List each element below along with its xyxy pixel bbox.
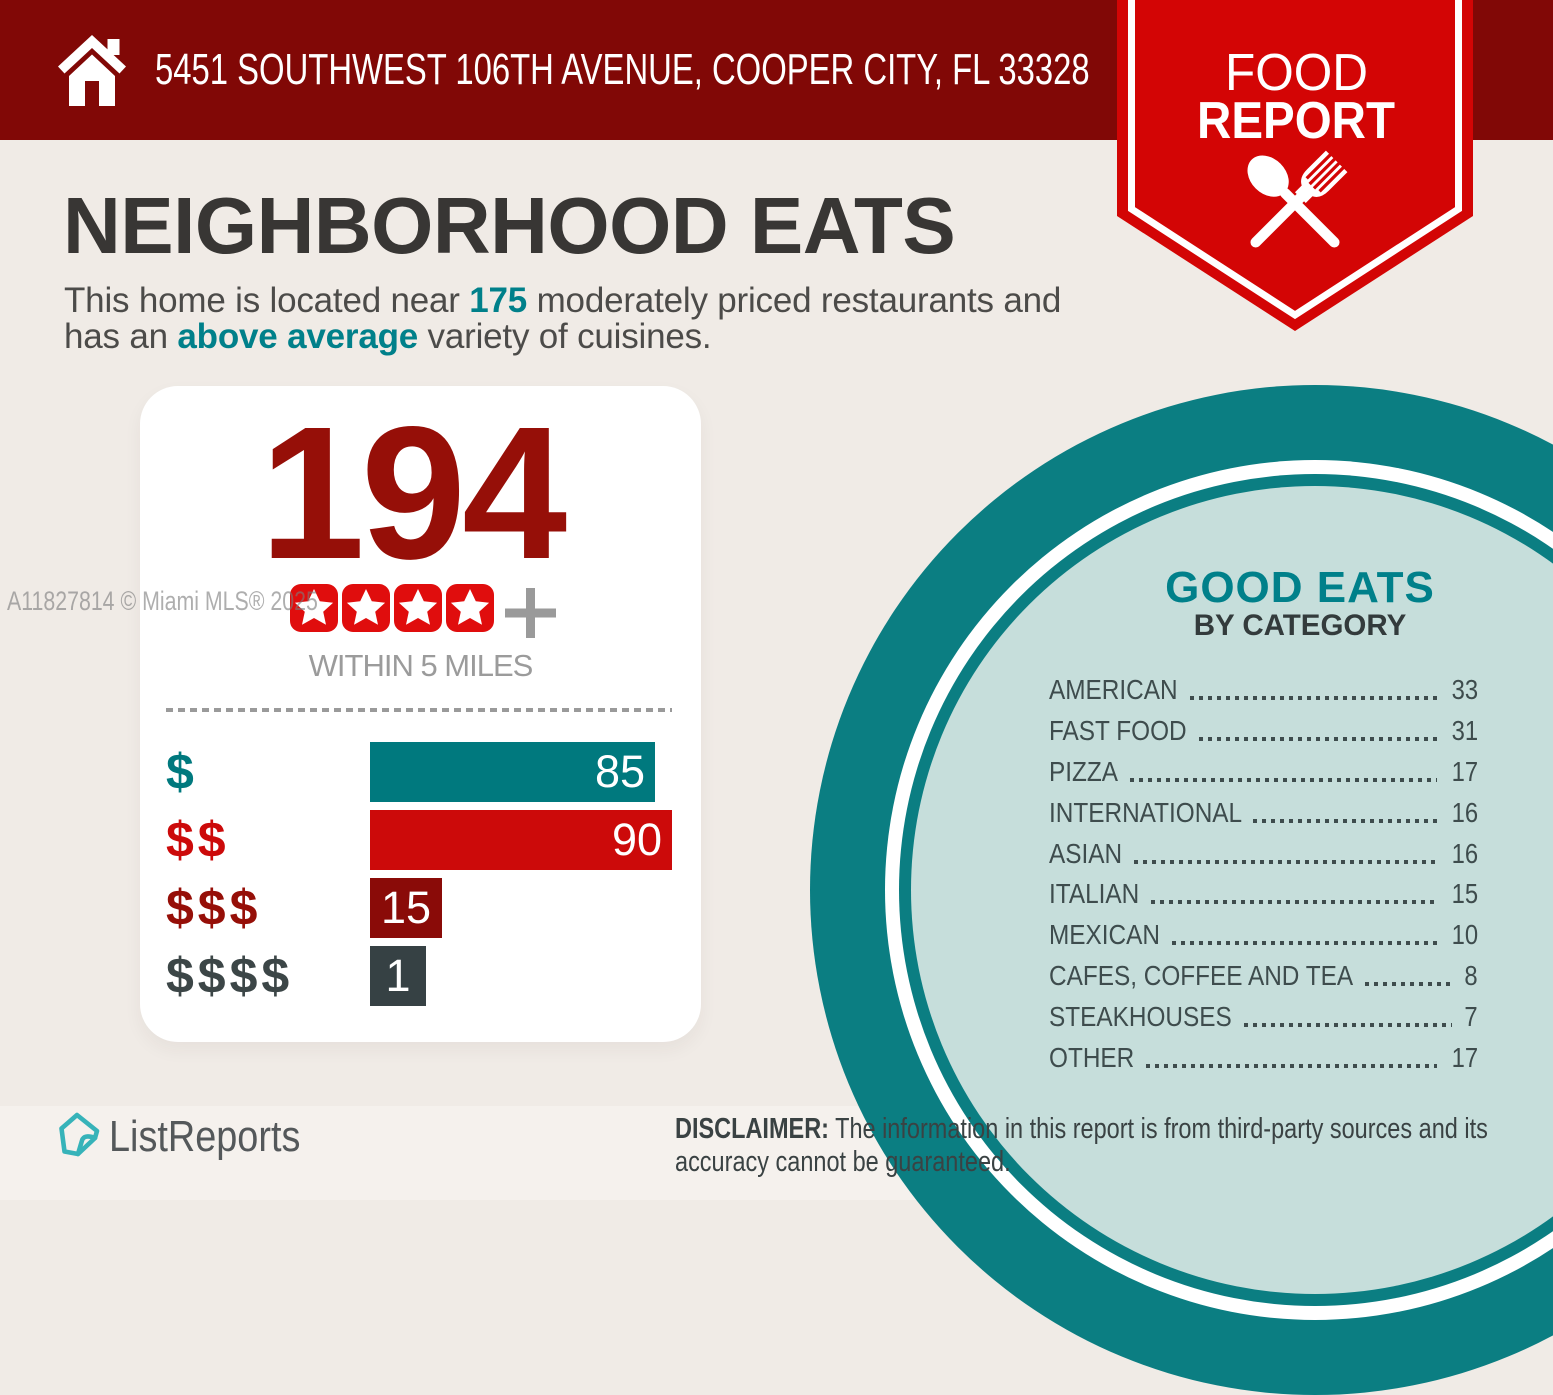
svg-text:FOOD: FOOD	[1225, 44, 1368, 102]
svg-text:REPORT: REPORT	[1197, 92, 1395, 150]
